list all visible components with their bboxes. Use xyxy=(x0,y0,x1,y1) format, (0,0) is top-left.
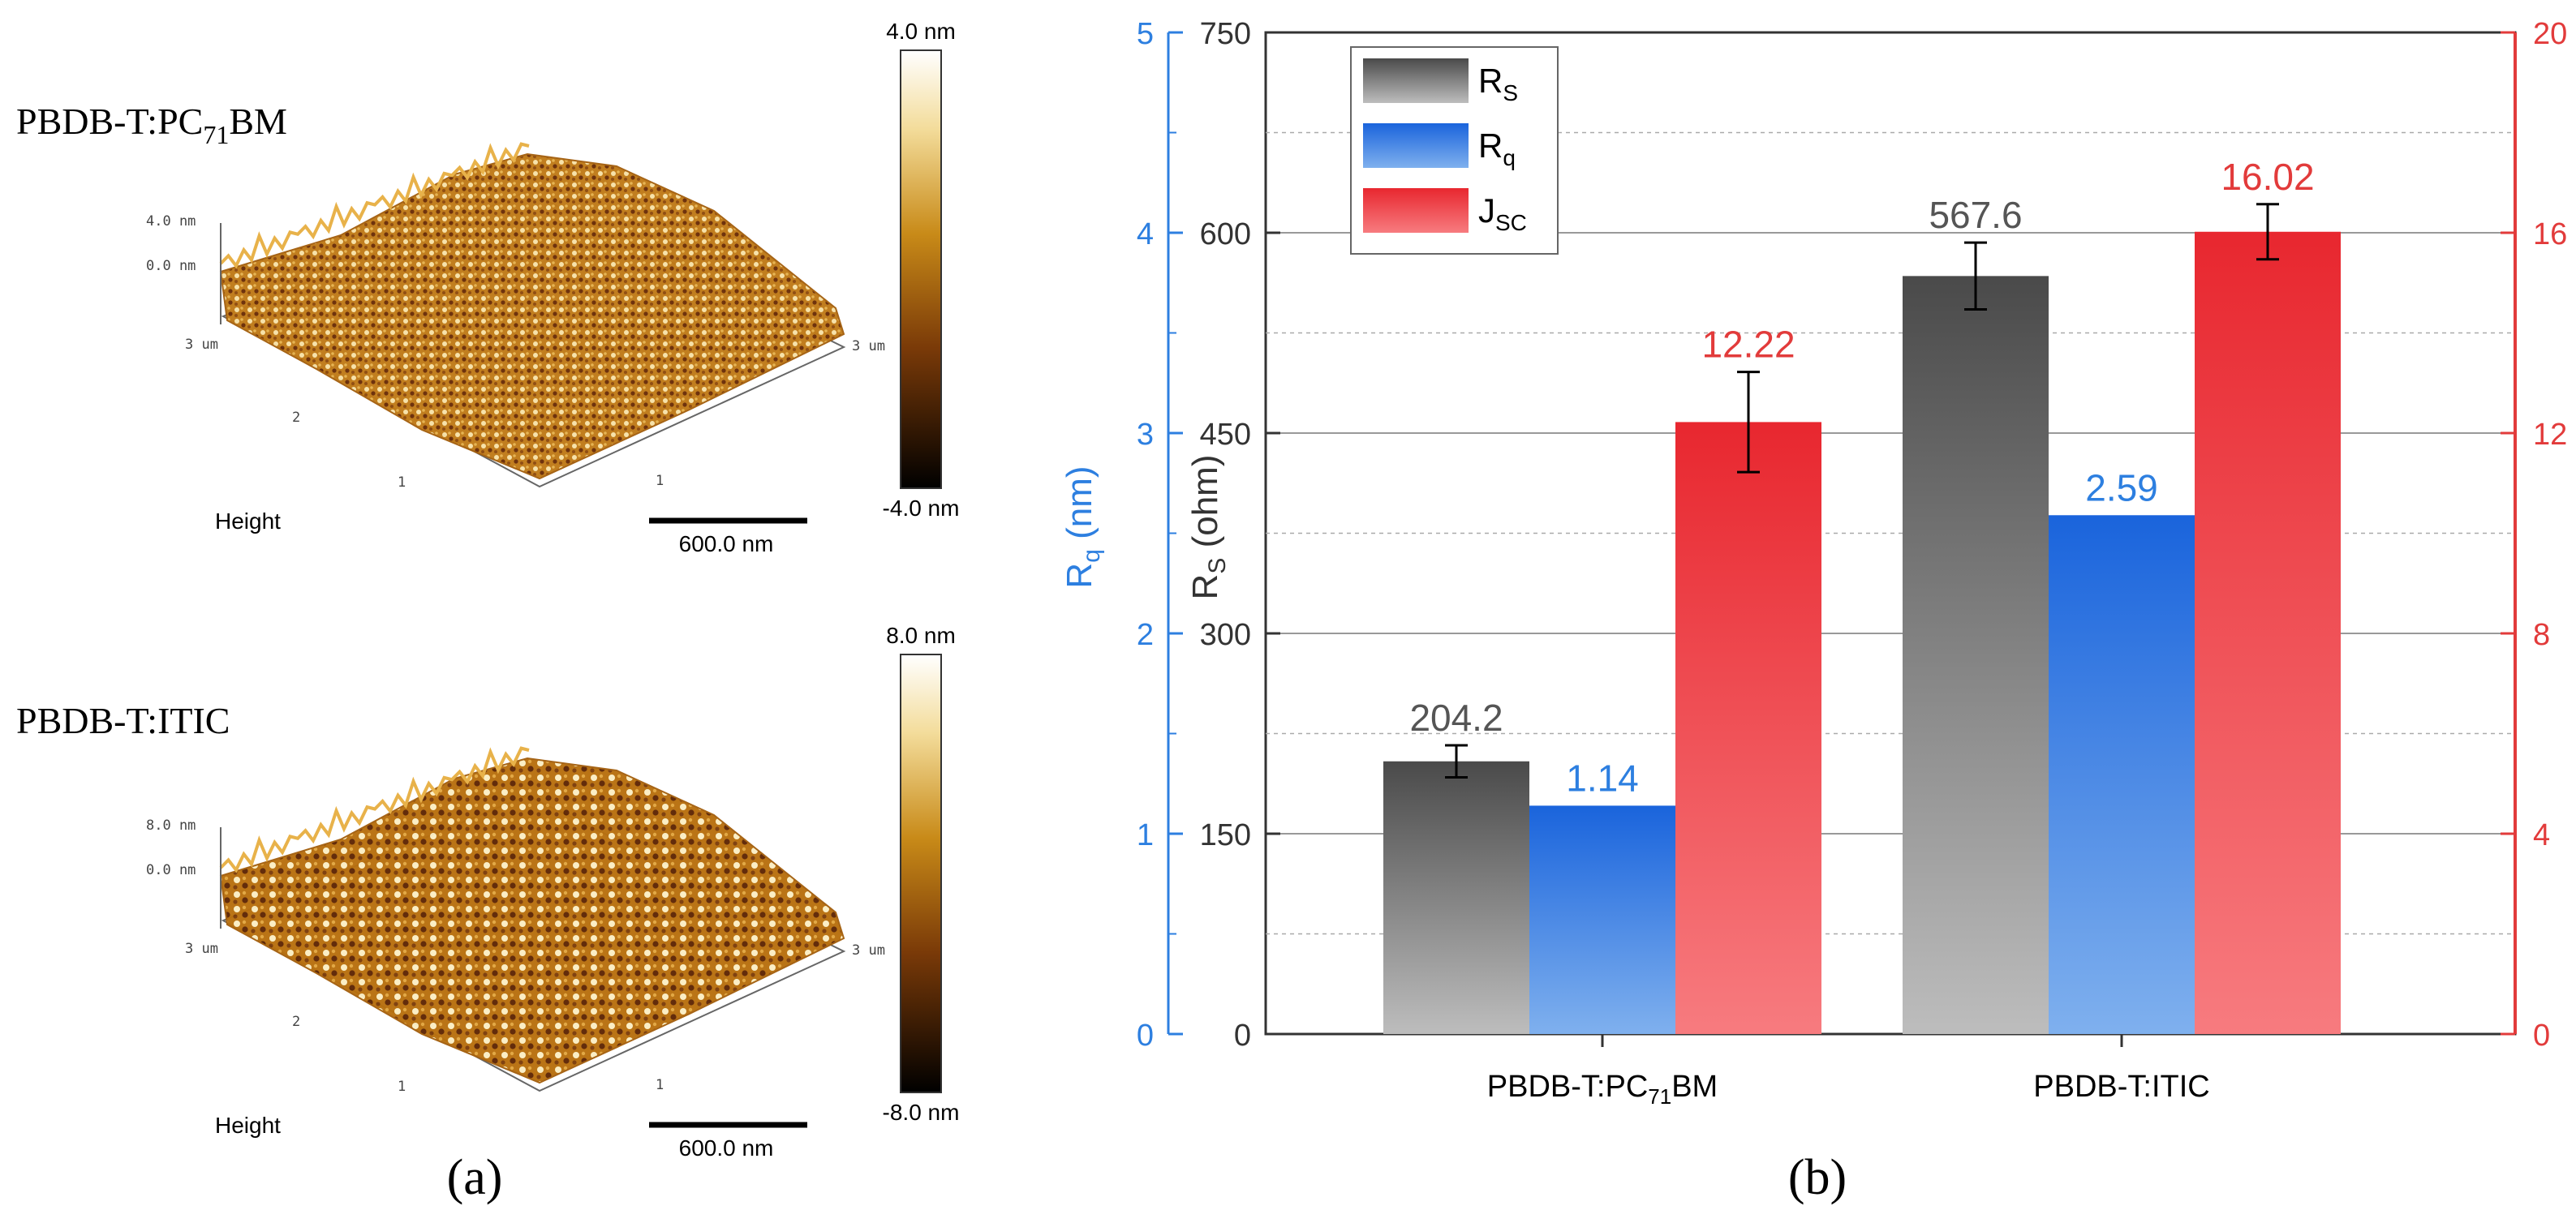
afm-z-top-tick: 4.0 nm xyxy=(146,213,196,230)
afm-z-mid-tick: 0.0 nm xyxy=(146,862,196,878)
value-label-jsc: 16.02 xyxy=(2221,156,2314,198)
bar-rs-2 xyxy=(1903,276,2049,1034)
rq-tick-label: 2 xyxy=(1137,618,1154,652)
afm-tick-1: 1 xyxy=(398,474,406,491)
rs-tick-label: 750 xyxy=(1200,17,1251,51)
category-label: PBDB-T:ITIC xyxy=(2033,1070,2209,1104)
afm-tick-1b: 1 xyxy=(656,1077,664,1093)
bar-rs-1 xyxy=(1383,761,1529,1034)
rq-tick-label: 3 xyxy=(1137,418,1154,452)
error-bars xyxy=(1445,203,2279,779)
afm-sample-label: PBDB-T:PC71BM xyxy=(16,101,287,149)
jsc-tick-label: 12 xyxy=(2533,418,2567,452)
panel-a-label: (a) xyxy=(447,1150,503,1205)
afm-peak-edge xyxy=(219,142,530,269)
rs-tick-label: 600 xyxy=(1200,217,1251,251)
legend-label: JSC xyxy=(1478,191,1527,235)
rq-tick-label: 0 xyxy=(1137,1019,1154,1053)
afm-z-top-tick: 8.0 nm xyxy=(146,817,196,834)
afm-colorbar-top: 8.0 nm xyxy=(886,623,956,648)
bar-jsc-2 xyxy=(2195,231,2341,1034)
afm-tick-2: 2 xyxy=(292,410,300,426)
afm-height-label: Height xyxy=(215,509,281,534)
afm-colorbar-bottom: -8.0 nm xyxy=(883,1100,960,1125)
jsc-tick-label: 0 xyxy=(2533,1019,2550,1053)
afm-scale-bar-label: 600.0 nm xyxy=(679,1135,774,1161)
bar-jsc-1 xyxy=(1675,422,1821,1034)
bar-rq-2 xyxy=(2049,515,2195,1034)
legend-swatch xyxy=(1363,123,1469,168)
value-labels: 204.2 567.6 1.14 2.59 12.22 16.02 xyxy=(1409,156,2314,800)
rs-axis-title: RS (ohm) xyxy=(1185,455,1231,600)
category-label: PBDB-T:PC71BM xyxy=(1487,1070,1718,1109)
afm-colorbar xyxy=(900,654,942,1093)
value-label-jsc: 12.22 xyxy=(1701,324,1795,366)
afm-tick-2: 2 xyxy=(292,1014,300,1030)
jsc-tick-label: 16 xyxy=(2533,217,2567,251)
jsc-tick-label: 4 xyxy=(2533,818,2550,852)
legend-label: Rq xyxy=(1478,127,1516,170)
legend-swatch xyxy=(1363,58,1469,103)
legend-swatch xyxy=(1363,188,1469,233)
afm-colorbar-bottom: -4.0 nm xyxy=(883,496,960,521)
afm-z-mid-tick: 0.0 nm xyxy=(146,258,196,274)
afm-axis-y-max: 3 um xyxy=(185,337,218,353)
afm-peak-edge xyxy=(219,746,530,873)
rs-tick-label: 150 xyxy=(1200,818,1251,852)
value-label-rq: 2.59 xyxy=(2085,466,2158,509)
rq-tick-label: 5 xyxy=(1137,17,1154,51)
afm-tick-1: 1 xyxy=(398,1079,406,1095)
afm-surface xyxy=(219,152,845,480)
rs-tick-label: 450 xyxy=(1200,418,1251,452)
jsc-tick-label: 8 xyxy=(2533,618,2550,652)
panel-b-label: (b) xyxy=(1788,1150,1847,1205)
rs-tick-label: 300 xyxy=(1200,618,1251,652)
afm-height-label: Height xyxy=(215,1113,281,1138)
afm-axis-y-max: 3 um xyxy=(185,941,218,957)
rq-tick-label: 1 xyxy=(1137,818,1154,852)
value-label-rs: 567.6 xyxy=(1929,194,2022,236)
afm-colorbar-top: 4.0 nm xyxy=(886,19,956,44)
axes: 0123450150300450600750048121620PBDB-T:PC… xyxy=(1060,17,2567,1109)
bar-rq-1 xyxy=(1529,805,1675,1034)
rq-axis-title: Rq (nm) xyxy=(1060,466,1105,588)
afm-map-1: PBDB-T:PC71BM 4.0 nm 0.0 nm 3 um 3 um 2 1 1 Heig… xyxy=(16,19,959,556)
rs-tick-label: 0 xyxy=(1234,1019,1251,1053)
afm-scale-bar-label: 600.0 nm xyxy=(679,531,774,556)
afm-surface xyxy=(219,757,845,1084)
afm-map-2: PBDB-T:ITIC 8.0 nm 0.0 nm 3 um 3 um 2 1 1 Height… xyxy=(16,623,959,1161)
value-label-rq: 1.14 xyxy=(1566,757,1639,799)
afm-axis-x-max: 3 um xyxy=(852,338,885,354)
afm-sample-label: PBDB-T:ITIC xyxy=(16,700,230,741)
jsc-tick-label: 20 xyxy=(2533,17,2567,51)
legend: RS Rq JSC xyxy=(1350,46,1559,255)
panel-a-afm-maps: PBDB-T:PC71BM 4.0 nm 0.0 nm 3 um 3 um 2 1 1 Heig… xyxy=(16,19,959,1161)
afm-tick-1b: 1 xyxy=(656,473,664,489)
bars xyxy=(1383,231,2341,1034)
legend-label: RS xyxy=(1478,62,1518,105)
value-label-rs: 204.2 xyxy=(1409,697,1503,739)
rq-tick-label: 4 xyxy=(1137,217,1154,251)
afm-colorbar xyxy=(900,49,942,489)
afm-axis-x-max: 3 um xyxy=(852,942,885,959)
